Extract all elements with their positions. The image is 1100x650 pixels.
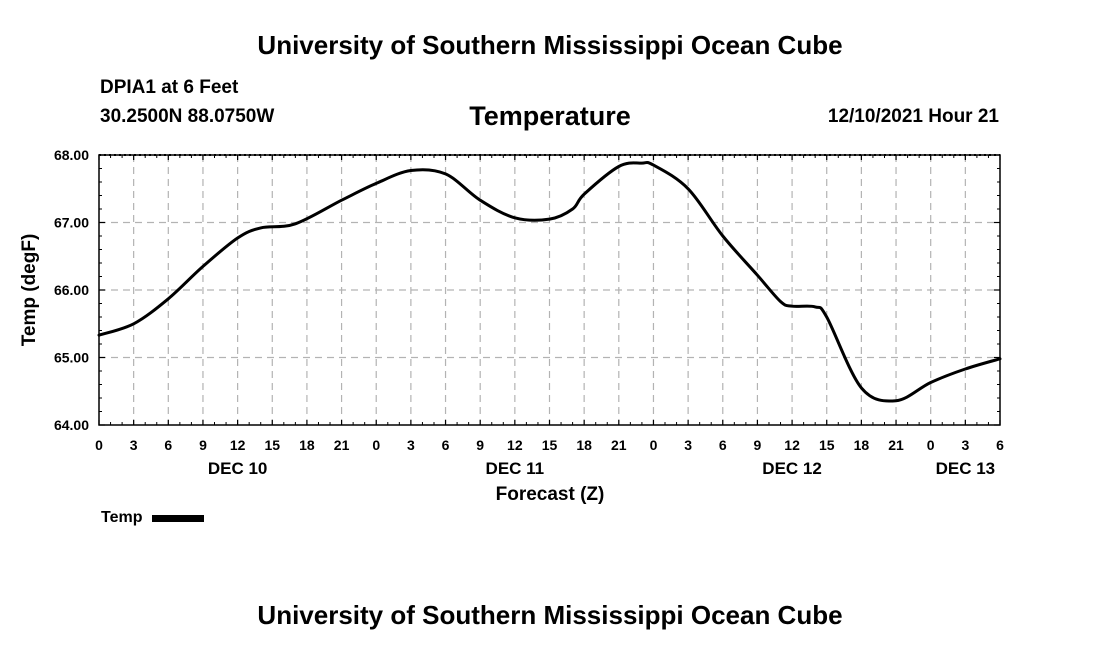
station-coordinates: 30.2500N 88.0750W [100, 106, 275, 127]
x-tick-label: 3 [130, 437, 138, 453]
date-label: DEC 11 [486, 459, 545, 478]
x-tick-label: 6 [442, 437, 450, 453]
series-line-temp [97, 160, 1002, 403]
x-tick-label: 6 [719, 437, 727, 453]
y-tick-label: 64.00 [54, 417, 89, 433]
x-tick-label: 15 [819, 437, 835, 453]
x-tick-label: 0 [95, 437, 103, 453]
date-label: DEC 10 [208, 459, 268, 478]
y-tick-label: 67.00 [54, 215, 89, 231]
legend-line-swatch [152, 514, 205, 522]
x-tick-label: 0 [927, 437, 935, 453]
x-tick-label: 12 [784, 437, 800, 453]
x-tick-label: 18 [576, 437, 592, 453]
x-tick-label: 9 [476, 437, 484, 453]
legend-label: Temp [101, 509, 143, 526]
x-tick-label: 12 [230, 437, 246, 453]
date-label: DEC 12 [762, 459, 822, 478]
x-tick-label: 12 [507, 437, 523, 453]
y-tick-label: 66.00 [54, 282, 89, 298]
plot-frame [98, 154, 1001, 426]
x-tick-label: 21 [888, 437, 904, 453]
x-tick-label: 0 [372, 437, 380, 453]
x-tick-label: 21 [334, 437, 350, 453]
x-axis-label: Forecast (Z) [496, 484, 605, 505]
x-tick-label: 9 [754, 437, 762, 453]
main-title: University of Southern Mississippi Ocean… [257, 30, 843, 60]
footer-title: University of Southern Mississippi Ocean… [257, 600, 843, 630]
x-tick-label: 0 [650, 437, 658, 453]
x-tick-label: 3 [407, 437, 415, 453]
x-tick-label: 18 [854, 437, 870, 453]
forecast-datetime: 12/10/2021 Hour 21 [827, 106, 999, 127]
x-tick-label: 15 [264, 437, 280, 453]
x-tick-label: 3 [961, 437, 969, 453]
station-name: DPIA1 at 6 Feet [100, 77, 239, 98]
date-label: DEC 13 [936, 459, 996, 478]
y-tick-label: 65.00 [54, 350, 89, 366]
legend: Temp [101, 509, 205, 527]
x-tick-label: 6 [164, 437, 172, 453]
x-tick-label: 18 [299, 437, 315, 453]
y-tick-label: 68.00 [54, 147, 89, 163]
x-tick-label: 3 [684, 437, 692, 453]
y-axis-label: Temp (degF) [19, 234, 40, 347]
x-tick-label: 21 [611, 437, 627, 453]
variable-title: Temperature [469, 101, 631, 131]
x-tick-label: 6 [996, 437, 1004, 453]
x-tick-label: 9 [199, 437, 207, 453]
x-tick-label: 15 [542, 437, 558, 453]
